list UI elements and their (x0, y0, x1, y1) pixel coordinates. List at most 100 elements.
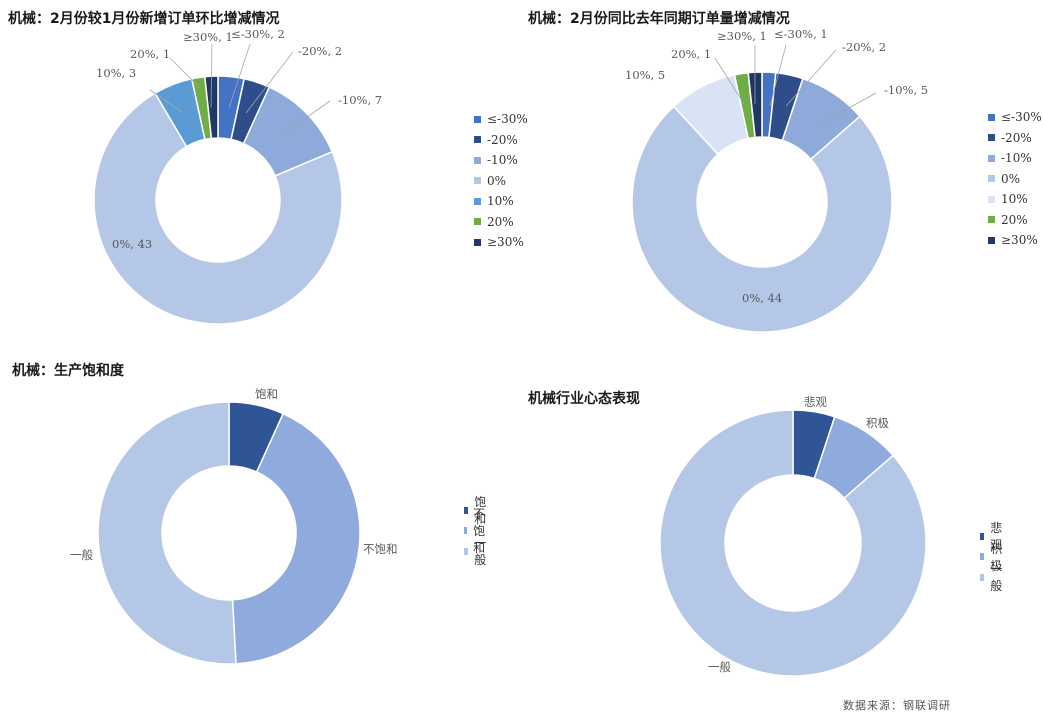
chart1-data-label-4: 10%, 3 (96, 66, 136, 80)
legend-label: 20% (487, 214, 514, 229)
legend-swatch (988, 113, 995, 121)
legend-swatch (474, 136, 481, 144)
chart2-data-label-0: ≤-30%, 1 (774, 27, 828, 41)
legend-2: ≤-30% -20% -10% 0% 10% 20% ≥30% (988, 107, 1042, 251)
legend-label: ≥30% (1001, 233, 1038, 248)
chart3-legend-item-1: 不饱和 (464, 507, 489, 555)
chart4-slice-2 (659, 409, 927, 677)
chart1-legend-item-4: 10% (474, 191, 528, 212)
chart3-legend-item-0: 饱和 (464, 495, 489, 526)
legend-label: ≤-30% (487, 112, 528, 127)
chart1-legend-item-1: -20% (474, 130, 528, 151)
legend-swatch (988, 134, 995, 142)
legend-swatch (988, 216, 995, 224)
chart2-legend-item-1: -20% (988, 128, 1042, 149)
chart2-data-label-6: ≥30%, 1 (717, 29, 767, 43)
chart2-data-label-3: 0%, 44 (742, 291, 782, 305)
chart1-leader-6 (210, 43, 213, 109)
chart1-legend-item-0: ≤-30% (474, 109, 528, 130)
legend-label: 10% (487, 194, 514, 209)
chart3-slice-1 (231, 412, 361, 665)
legend-label: 悲观 (990, 521, 1003, 553)
chart2-legend-item-6: ≥30% (988, 230, 1042, 251)
chart2-leader-1 (785, 49, 837, 107)
legend-label: 不饱和 (473, 507, 486, 556)
chart2-data-label-1: -20%, 2 (842, 40, 886, 54)
chart4-data-label-0: 悲观 (804, 395, 827, 409)
chart1-leader-1 (245, 51, 294, 114)
chart1-data-label-2: -10%, 7 (338, 93, 382, 107)
chart2-leader-2 (819, 92, 877, 125)
chart1-slice-3 (93, 92, 343, 325)
chart3-data-label-0: 饱和 (255, 387, 278, 401)
legend-swatch (988, 175, 995, 183)
legend-label: 10% (1001, 192, 1028, 207)
chart-title-1: 机械：2月份较1月份新增订单环比增减情况 (8, 11, 280, 27)
legend-label: -10% (1001, 151, 1032, 166)
chart1-data-label-1: -20%, 2 (298, 44, 342, 58)
legend-label: 0% (1001, 171, 1021, 186)
chart1-leader-0 (228, 43, 251, 109)
legend-swatch (464, 547, 469, 555)
chart4-legend-item-0: 悲观 (980, 521, 1005, 552)
chart2-slice-3 (631, 105, 893, 333)
legend-swatch (980, 573, 985, 581)
legend-3: 饱和 不饱和 一般 (464, 495, 489, 567)
chart1-data-label-5: 20%, 1 (130, 47, 170, 61)
chart3-slice-2 (97, 401, 237, 665)
chart-title-4: 机械行业心态表现 (528, 391, 640, 407)
chart2-legend-item-5: 20% (988, 210, 1042, 231)
chart1-data-label-6: ≥30%, 1 (183, 30, 233, 44)
legend-swatch (474, 238, 481, 246)
chart3-data-label-2: 一般 (70, 548, 93, 562)
chart2-slice-6 (747, 71, 763, 139)
chart1-leader-2 (282, 100, 331, 135)
legend-label: 20% (1001, 212, 1028, 227)
legend-label: 饱和 (474, 495, 487, 527)
chart2-legend-item-0: ≤-30% (988, 107, 1042, 128)
legend-swatch (464, 527, 468, 535)
legend-1: ≤-30% -20% -10% 0% 10% 20% ≥30% (474, 109, 528, 253)
legend-swatch (474, 218, 481, 226)
legend-label: 积极 (990, 541, 1003, 573)
legend-label: ≥30% (487, 235, 524, 250)
chart4-legend-item-1: 积极 (980, 542, 1005, 573)
legend-swatch (988, 236, 995, 244)
chart2-leader-0 (769, 44, 787, 107)
chart2-data-label-4: 10%, 5 (625, 68, 665, 82)
legend-swatch (988, 154, 995, 162)
data-source-note: 数据来源：钢联调研 (843, 699, 951, 712)
chart-title-3: 机械：生产饱和度 (12, 363, 124, 379)
legend-label: ≤-30% (1001, 110, 1042, 125)
chart1-leader-5 (169, 57, 201, 89)
legend-4: 悲观 积极 一般 (980, 521, 1005, 593)
chart1-legend-item-6: ≥30% (474, 232, 528, 253)
chart3-data-label-1: 不饱和 (363, 542, 398, 556)
chart2-data-label-5: 20%, 1 (671, 47, 711, 61)
chart1-data-label-0: ≤-30%, 2 (231, 27, 285, 41)
legend-label: 一般 (474, 536, 487, 568)
chart2-legend-item-2: -10% (988, 148, 1042, 169)
chart1-leader-4 (149, 89, 183, 113)
chart2-legend-item-4: 10% (988, 189, 1042, 210)
legend-label: 0% (487, 173, 507, 188)
legend-swatch (464, 506, 469, 514)
chart4-data-label-1: 积极 (866, 416, 889, 430)
chart2-leader-5 (714, 57, 745, 105)
legend-swatch (474, 197, 481, 205)
chart1-legend-item-3: 0% (474, 171, 528, 192)
legend-swatch (980, 532, 985, 540)
chart2-legend-item-3: 0% (988, 169, 1042, 190)
legend-swatch (980, 553, 985, 561)
legend-swatch (474, 177, 481, 185)
chart1-data-label-3: 0%, 43 (112, 237, 152, 251)
legend-label: -20% (487, 132, 518, 147)
legend-swatch (988, 195, 995, 203)
chart2-data-label-2: -10%, 5 (884, 83, 928, 97)
chart4-data-label-2: 一般 (708, 660, 731, 674)
legend-swatch (474, 156, 481, 164)
